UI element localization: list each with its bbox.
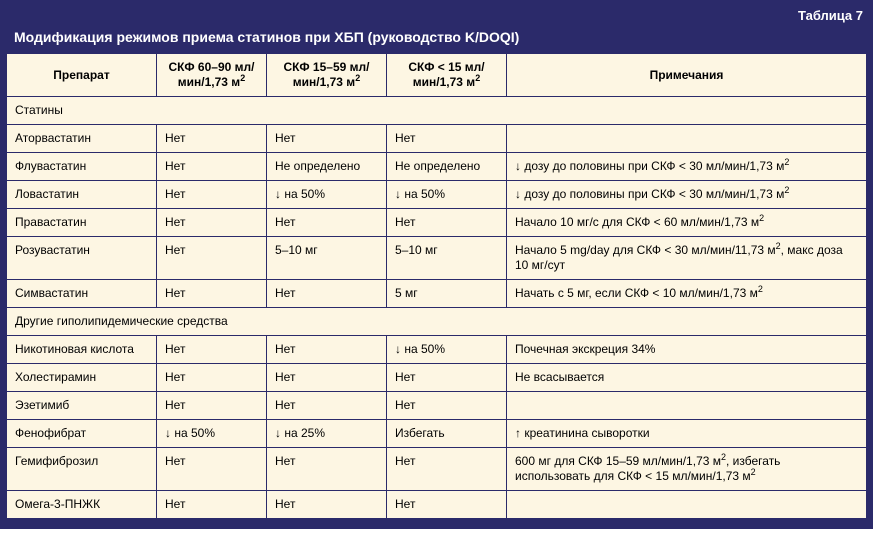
notes-cell: 600 мг для СКФ 15–59 мл/мин/1,73 м2, изб… (507, 448, 867, 491)
table-row: ПравастатинНетНетНетНачало 10 мг/с для С… (7, 209, 867, 237)
section-heading: Статины (7, 97, 867, 125)
table-row: РозувастатинНет5–10 мг5–10 мгНачало 5 mg… (7, 237, 867, 280)
notes-cell (507, 125, 867, 153)
table-row: ЛовастатинНет↓ на 50%↓ на 50%↓ дозу до п… (7, 181, 867, 209)
dose-cell: 5 мг (387, 280, 507, 308)
dose-cell: ↓ на 50% (157, 420, 267, 448)
dose-cell: Нет (387, 364, 507, 392)
dose-cell: ↓ на 50% (387, 181, 507, 209)
drug-name-cell: Фенофибрат (7, 420, 157, 448)
section-heading-row: Статины (7, 97, 867, 125)
dose-cell: Нет (157, 237, 267, 280)
dose-cell: Нет (157, 336, 267, 364)
drug-name-cell: Гемифиброзил (7, 448, 157, 491)
dose-cell: Нет (157, 392, 267, 420)
table-title: Модификация режимов приема статинов при … (6, 27, 867, 53)
dose-cell: Нет (267, 364, 387, 392)
notes-cell: ↓ дозу до половины при СКФ < 30 мл/мин/1… (507, 181, 867, 209)
table-number: Таблица 7 (6, 6, 867, 27)
dose-cell: Избегать (387, 420, 507, 448)
drug-name-cell: Симвастатин (7, 280, 157, 308)
dose-cell: ↓ на 50% (267, 181, 387, 209)
dose-cell: Нет (157, 153, 267, 181)
notes-cell: Начало 5 mg/day для СКФ < 30 мл/мин/11,7… (507, 237, 867, 280)
drug-name-cell: Омега-3-ПНЖК (7, 491, 157, 519)
dose-cell: Нет (267, 448, 387, 491)
col-header-gfr-lt-15: СКФ < 15 мл/мин/1,73 м2 (387, 54, 507, 97)
dose-cell: Нет (267, 280, 387, 308)
section-heading-row: Другие гиполипидемические средства (7, 308, 867, 336)
table-row: ЭзетимибНетНетНет (7, 392, 867, 420)
dose-cell: Нет (267, 392, 387, 420)
table-row: Никотиновая кислотаНетНет↓ на 50%Почечна… (7, 336, 867, 364)
table-container: Таблица 7 Модификация режимов приема ста… (0, 0, 873, 529)
notes-cell: Не всасывается (507, 364, 867, 392)
dose-cell: Нет (387, 491, 507, 519)
dose-cell: Не определено (387, 153, 507, 181)
col-header-drug: Препарат (7, 54, 157, 97)
dose-cell: Нет (157, 491, 267, 519)
col-header-notes: Примечания (507, 54, 867, 97)
dose-cell: Нет (267, 491, 387, 519)
dose-cell: Нет (387, 209, 507, 237)
notes-cell: ↑ креатинина сыворотки (507, 420, 867, 448)
table-row: Фенофибрат↓ на 50%↓ на 25%Избегать↑ креа… (7, 420, 867, 448)
dose-cell: Нет (267, 125, 387, 153)
header-row: Препарат СКФ 60–90 мл/мин/1,73 м2 СКФ 15… (7, 54, 867, 97)
drug-name-cell: Никотиновая кислота (7, 336, 157, 364)
dose-cell: Нет (157, 181, 267, 209)
table-row: АторвастатинНетНетНет (7, 125, 867, 153)
notes-cell: Начало 10 мг/с для СКФ < 60 мл/мин/1,73 … (507, 209, 867, 237)
dose-cell: ↓ на 50% (387, 336, 507, 364)
medication-table: Препарат СКФ 60–90 мл/мин/1,73 м2 СКФ 15… (6, 53, 867, 519)
col-header-gfr-60-90: СКФ 60–90 мл/мин/1,73 м2 (157, 54, 267, 97)
dose-cell: 5–10 мг (267, 237, 387, 280)
notes-cell (507, 491, 867, 519)
dose-cell: Нет (387, 448, 507, 491)
table-row: ХолестираминНетНетНетНе всасывается (7, 364, 867, 392)
notes-cell: ↓ дозу до половины при СКФ < 30 мл/мин/1… (507, 153, 867, 181)
dose-cell: 5–10 мг (387, 237, 507, 280)
drug-name-cell: Правастатин (7, 209, 157, 237)
dose-cell: Нет (157, 209, 267, 237)
dose-cell: Нет (157, 448, 267, 491)
dose-cell: Нет (157, 364, 267, 392)
dose-cell: Нет (157, 280, 267, 308)
dose-cell: Нет (387, 125, 507, 153)
dose-cell: ↓ на 25% (267, 420, 387, 448)
drug-name-cell: Эзетимиб (7, 392, 157, 420)
drug-name-cell: Розувастатин (7, 237, 157, 280)
notes-cell (507, 392, 867, 420)
notes-cell: Начать с 5 мг, если СКФ < 10 мл/мин/1,73… (507, 280, 867, 308)
dose-cell: Не определено (267, 153, 387, 181)
col-header-gfr-15-59: СКФ 15–59 мл/мин/1,73 м2 (267, 54, 387, 97)
dose-cell: Нет (267, 209, 387, 237)
table-row: СимвастатинНетНет5 мгНачать с 5 мг, если… (7, 280, 867, 308)
table-row: ФлувастатинНетНе определеноНе определено… (7, 153, 867, 181)
table-row: ГемифиброзилНетНетНет600 мг для СКФ 15–5… (7, 448, 867, 491)
notes-cell: Почечная экскреция 34% (507, 336, 867, 364)
table-row: Омега-3-ПНЖКНетНетНет (7, 491, 867, 519)
drug-name-cell: Флувастатин (7, 153, 157, 181)
dose-cell: Нет (387, 392, 507, 420)
section-heading: Другие гиполипидемические средства (7, 308, 867, 336)
dose-cell: Нет (267, 336, 387, 364)
dose-cell: Нет (157, 125, 267, 153)
drug-name-cell: Холестирамин (7, 364, 157, 392)
drug-name-cell: Ловастатин (7, 181, 157, 209)
drug-name-cell: Аторвастатин (7, 125, 157, 153)
